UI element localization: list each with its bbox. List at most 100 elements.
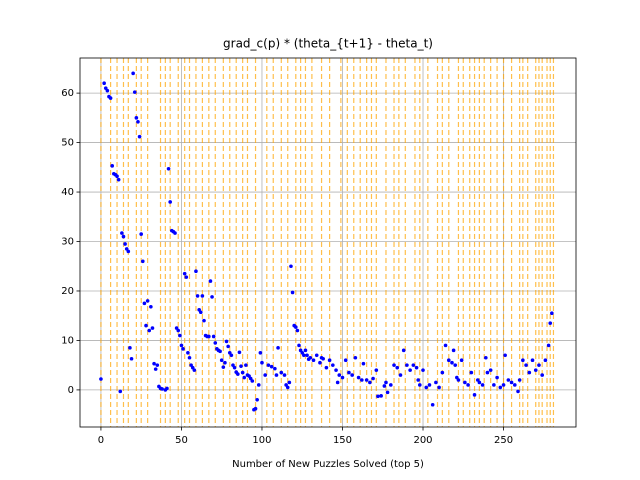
point (540, 373, 544, 377)
point (477, 380, 482, 385)
point (194, 269, 198, 273)
point (123, 242, 127, 246)
point (382, 384, 387, 388)
point (187, 355, 192, 360)
point (128, 346, 132, 350)
point (166, 166, 171, 171)
point (459, 358, 464, 363)
point (440, 370, 445, 375)
point (466, 383, 470, 387)
point (469, 370, 474, 375)
point (321, 356, 325, 361)
point (295, 328, 300, 333)
point (450, 360, 454, 365)
point (501, 383, 506, 387)
point (488, 368, 493, 372)
y-tick-label: 0 (68, 385, 74, 396)
point (533, 368, 538, 372)
point (303, 348, 308, 353)
point (120, 231, 124, 235)
point (240, 370, 245, 375)
point (198, 310, 203, 315)
point (324, 365, 329, 370)
point (492, 383, 496, 387)
point (139, 232, 143, 236)
point (221, 365, 226, 369)
chart-title: grad_c(p) * (theta_{t+1} - theta_t) (223, 37, 433, 51)
point (176, 328, 181, 333)
point (239, 364, 243, 368)
x-tick-label: 50 (175, 435, 188, 446)
point (530, 358, 535, 363)
point (260, 360, 264, 365)
point (108, 96, 113, 100)
point (99, 377, 103, 381)
point (506, 378, 511, 382)
point (192, 368, 197, 372)
point (550, 311, 554, 316)
point (456, 378, 461, 382)
point (361, 361, 366, 366)
point (331, 363, 335, 367)
point (250, 379, 255, 383)
point (543, 358, 548, 363)
point (244, 363, 248, 367)
point (289, 264, 293, 269)
point (453, 363, 458, 367)
point (347, 370, 351, 375)
point (498, 385, 503, 390)
point (376, 394, 380, 399)
point (179, 343, 184, 348)
point (155, 363, 160, 367)
point (200, 294, 205, 298)
point (395, 365, 400, 370)
point (405, 363, 409, 367)
point (548, 321, 553, 325)
point (416, 378, 420, 382)
point (353, 355, 358, 360)
point (105, 88, 110, 93)
point (297, 343, 301, 348)
point (340, 375, 345, 380)
point (384, 380, 388, 385)
point (343, 358, 348, 363)
point (302, 353, 306, 358)
point (276, 346, 280, 350)
point (137, 134, 142, 139)
point (266, 363, 271, 367)
point (443, 343, 448, 348)
x-tick-label: 150 (333, 435, 352, 446)
point (424, 385, 429, 390)
point (495, 375, 499, 380)
point (131, 71, 135, 76)
point (537, 363, 541, 367)
point (152, 361, 156, 366)
point (134, 116, 139, 120)
point (411, 363, 416, 367)
point (126, 249, 131, 254)
point (516, 389, 520, 394)
point (318, 360, 322, 365)
point (287, 380, 292, 385)
point (414, 365, 419, 370)
point (144, 323, 148, 328)
point (182, 271, 187, 276)
point (480, 383, 485, 387)
y-tick-label: 50 (61, 138, 74, 149)
point (311, 358, 316, 363)
point (368, 380, 372, 385)
point (485, 370, 490, 375)
point (392, 363, 396, 367)
point (360, 378, 364, 382)
point (121, 234, 126, 239)
point (263, 373, 267, 377)
point (337, 373, 342, 377)
point (437, 385, 441, 390)
point (509, 380, 514, 385)
point (165, 386, 169, 391)
point (417, 383, 422, 387)
point (195, 294, 200, 298)
y-tick-label: 30 (61, 237, 74, 248)
